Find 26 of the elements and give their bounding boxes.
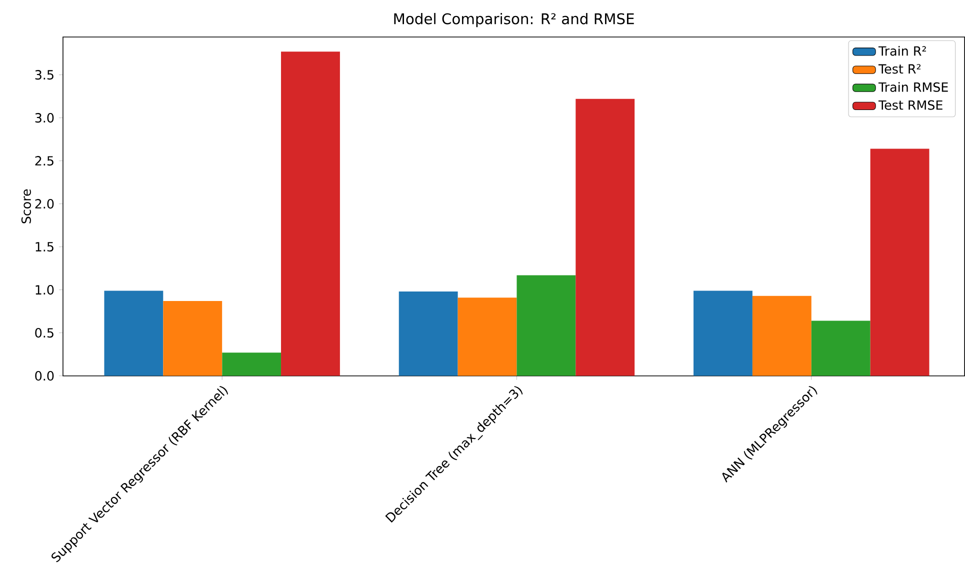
y-tick-label: 3.5 — [35, 70, 54, 80]
bar — [458, 298, 517, 376]
y-tick-label: 2.5 — [35, 156, 54, 166]
y-tick-label: 1.5 — [36, 242, 54, 252]
bar — [576, 99, 635, 376]
bar — [811, 320, 870, 376]
y-tick-label: 0.0 — [35, 371, 54, 381]
chart-title: Model Comparison: R² and RMSE — [394, 13, 634, 28]
y-tick-label: 3.0 — [35, 113, 54, 123]
bar — [398, 292, 458, 376]
bar — [281, 52, 340, 376]
bar — [222, 352, 282, 376]
bar — [752, 296, 812, 376]
y-tick-label: 0.5 — [35, 328, 54, 338]
legend-label: Test R² — [878, 64, 921, 74]
y-tick-label: 2.0 — [35, 199, 54, 209]
bar — [870, 148, 930, 376]
legend-label: Train RMSE — [878, 82, 948, 92]
legend-label: Test RMSE — [878, 100, 942, 110]
bar — [516, 275, 576, 376]
bar — [694, 290, 752, 376]
y-tick-label: 1.0 — [36, 285, 54, 295]
y-axis-title: Score — [21, 189, 31, 224]
bar — [104, 290, 164, 376]
bar — [163, 301, 222, 376]
legend-label: Train R² — [878, 46, 926, 56]
